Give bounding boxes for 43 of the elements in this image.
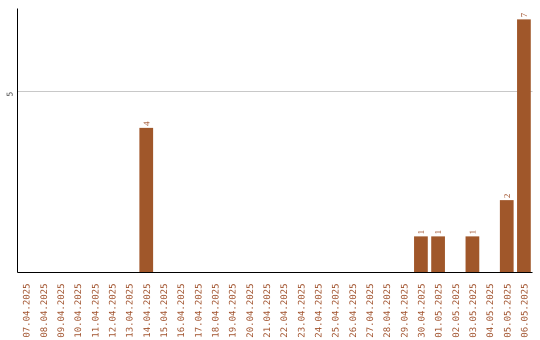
x-tick-label: 10.04.2025 — [74, 283, 84, 338]
x-tick-label: 12.04.2025 — [108, 283, 118, 338]
x-tick-label: 17.04.2025 — [194, 283, 204, 338]
bar — [466, 236, 480, 272]
bar — [414, 236, 428, 272]
bar — [500, 200, 514, 272]
x-tick-label: 26.04.2025 — [348, 283, 359, 338]
x-tick-label: 16.04.2025 — [177, 283, 188, 338]
x-tick-label: 21.04.2025 — [262, 283, 273, 338]
x-tick-label: 29.04.2025 — [400, 283, 410, 338]
x-tick-label: 06.05.2025 — [520, 283, 530, 338]
y-tick-label: 5 — [6, 91, 14, 96]
bar — [431, 236, 445, 272]
data-label: 4 — [141, 120, 152, 126]
x-tick-label: 22.04.2025 — [280, 283, 290, 338]
x-tick-label: 07.04.2025 — [22, 283, 33, 338]
x-tick-label: 27.04.2025 — [366, 283, 376, 338]
x-tick-label: 30.04.2025 — [417, 283, 428, 338]
x-tick-label: 15.04.2025 — [160, 283, 170, 338]
x-tick-label: 28.04.2025 — [383, 283, 394, 338]
x-tick-label: 03.05.2025 — [468, 283, 479, 338]
x-tick-label: 25.04.2025 — [332, 283, 342, 338]
x-tick-label: 11.04.2025 — [91, 283, 102, 338]
x-tick-label: 05.05.2025 — [503, 283, 514, 338]
x-tick-label: 20.04.2025 — [246, 283, 256, 338]
data-label: 1 — [433, 230, 444, 234]
x-tick-label: 09.04.2025 — [56, 283, 67, 338]
x-tick-label: 01.05.2025 — [434, 283, 445, 338]
data-label: 1 — [467, 230, 478, 234]
x-tick-label: 04.05.2025 — [486, 283, 496, 338]
data-label: 1 — [416, 230, 426, 234]
x-tick-label: 13.04.2025 — [126, 283, 136, 338]
x-tick-label: 08.04.2025 — [40, 283, 50, 338]
data-label: 7 — [518, 12, 529, 18]
x-tick-label: 23.04.2025 — [297, 283, 308, 338]
data-label: 2 — [502, 194, 512, 198]
x-tick-label: 02.05.2025 — [452, 283, 462, 338]
x-tick-label: 14.04.2025 — [142, 283, 153, 338]
x-tick-label: 24.04.2025 — [314, 283, 324, 338]
bar — [139, 128, 154, 272]
bar — [517, 19, 531, 272]
x-tick-label: 19.04.2025 — [228, 283, 239, 338]
x-tick-label: 18.04.2025 — [211, 283, 222, 338]
